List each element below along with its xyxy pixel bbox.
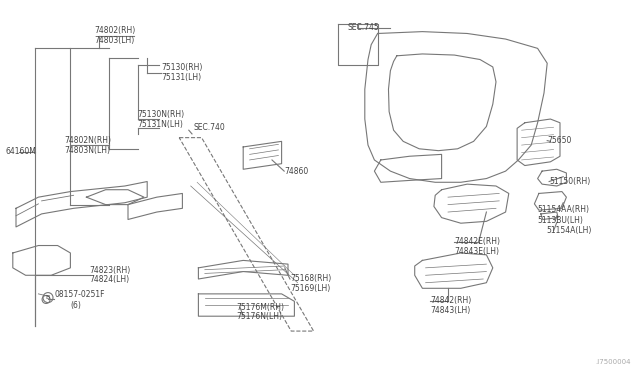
Text: 74843(LH): 74843(LH) xyxy=(430,306,470,315)
Text: 74843E(LH): 74843E(LH) xyxy=(454,247,499,256)
Text: 75131(LH): 75131(LH) xyxy=(161,73,202,82)
Text: SEC.740: SEC.740 xyxy=(193,123,225,132)
Text: 74802N(RH): 74802N(RH) xyxy=(64,136,111,145)
Text: SEC.745: SEC.745 xyxy=(348,23,380,32)
Text: 64160M: 64160M xyxy=(5,147,36,156)
Text: 5113BU(LH): 5113BU(LH) xyxy=(538,216,584,225)
Text: 08157-0251F: 08157-0251F xyxy=(54,290,105,299)
Text: 75130(RH): 75130(RH) xyxy=(161,63,203,72)
Text: 74842(RH): 74842(RH) xyxy=(430,296,471,305)
Text: .I7500004: .I7500004 xyxy=(595,359,630,365)
Text: 75130N(RH): 75130N(RH) xyxy=(138,110,185,119)
Text: 74803N(LH): 74803N(LH) xyxy=(64,146,110,155)
Text: 74842E(RH): 74842E(RH) xyxy=(454,237,500,246)
Text: 74802(RH): 74802(RH) xyxy=(95,26,136,35)
Text: 75131N(LH): 75131N(LH) xyxy=(138,120,184,129)
Text: 75169(LH): 75169(LH) xyxy=(290,284,330,293)
Text: 74803(LH): 74803(LH) xyxy=(95,36,135,45)
Text: 74824(LH): 74824(LH) xyxy=(90,275,130,284)
Text: 74823(RH): 74823(RH) xyxy=(90,266,131,275)
Text: 75176M(RH): 75176M(RH) xyxy=(237,303,285,312)
Text: 75650: 75650 xyxy=(547,136,572,145)
Text: 74860: 74860 xyxy=(284,167,308,176)
Text: (6): (6) xyxy=(70,301,81,310)
Text: 75168(RH): 75168(RH) xyxy=(290,275,331,283)
Text: 51154A(LH): 51154A(LH) xyxy=(546,226,591,235)
Text: 75176N(LH): 75176N(LH) xyxy=(237,312,283,321)
Text: 51154AA(RH): 51154AA(RH) xyxy=(538,205,589,214)
Text: B: B xyxy=(46,295,50,300)
Text: 51150(RH): 51150(RH) xyxy=(549,177,590,186)
